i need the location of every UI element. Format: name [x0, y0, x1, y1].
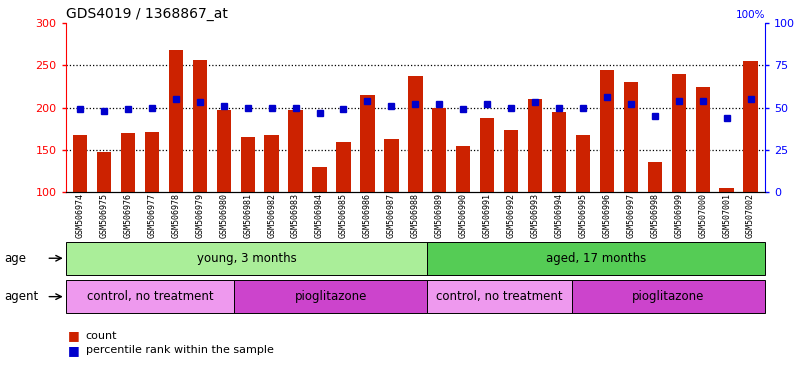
Text: ■: ■	[68, 344, 80, 357]
Bar	[336, 142, 351, 192]
Text: age: age	[4, 252, 26, 265]
Bar	[552, 112, 566, 192]
Bar	[528, 99, 542, 192]
Text: pioglitazone: pioglitazone	[295, 290, 367, 303]
Bar	[169, 50, 183, 192]
Bar	[600, 70, 614, 192]
Bar	[671, 74, 686, 192]
Bar	[648, 162, 662, 192]
Bar	[695, 87, 710, 192]
Bar	[145, 132, 159, 192]
Bar	[264, 134, 279, 192]
Bar	[480, 118, 494, 192]
Text: ■: ■	[68, 329, 80, 343]
Bar	[428, 280, 572, 313]
Bar	[121, 133, 135, 192]
Bar	[504, 130, 518, 192]
Text: control, no treatment: control, no treatment	[437, 290, 563, 303]
Bar	[192, 60, 207, 192]
Bar	[432, 108, 446, 192]
Bar	[428, 242, 765, 275]
Bar	[360, 95, 375, 192]
Bar	[384, 139, 399, 192]
Bar	[97, 152, 111, 192]
Bar	[288, 110, 303, 192]
Text: control, no treatment: control, no treatment	[87, 290, 213, 303]
Bar	[409, 76, 422, 192]
Bar	[66, 280, 235, 313]
Text: agent: agent	[4, 290, 38, 303]
Bar	[73, 134, 87, 192]
Bar	[66, 242, 428, 275]
Bar	[624, 82, 638, 192]
Bar	[743, 61, 758, 192]
Text: GDS4019 / 1368867_at: GDS4019 / 1368867_at	[66, 7, 227, 21]
Text: pioglitazone: pioglitazone	[632, 290, 705, 303]
Bar	[312, 167, 327, 192]
Bar	[235, 280, 428, 313]
Bar	[572, 280, 765, 313]
Text: 100%: 100%	[735, 10, 765, 20]
Bar	[456, 146, 470, 192]
Bar	[240, 137, 255, 192]
Text: count: count	[86, 331, 117, 341]
Text: percentile rank within the sample: percentile rank within the sample	[86, 345, 274, 355]
Bar	[576, 136, 590, 192]
Bar	[216, 110, 231, 192]
Text: aged, 17 months: aged, 17 months	[546, 252, 646, 265]
Text: young, 3 months: young, 3 months	[197, 252, 296, 265]
Bar	[719, 188, 734, 192]
